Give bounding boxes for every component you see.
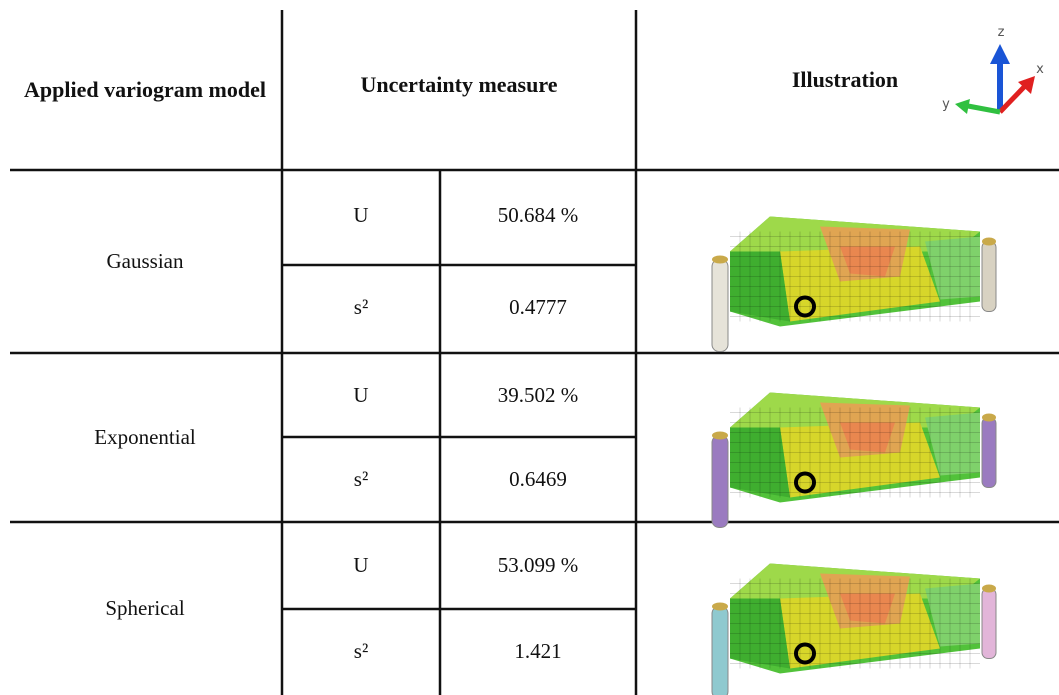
measure-name: s² — [353, 639, 369, 664]
measure-name: s² — [353, 294, 369, 319]
measure-value: 0.4777 — [509, 294, 567, 319]
model-cell: Gaussian — [106, 249, 184, 273]
illustration — [711, 216, 997, 352]
axis-icon: z x y — [942, 25, 1044, 115]
illustration — [711, 392, 997, 528]
measure-value: 1.421 — [514, 639, 562, 664]
model-cell: Exponential — [94, 425, 196, 449]
measure-value: 53.099 % — [497, 552, 579, 577]
axis-label: y — [942, 97, 950, 112]
measure-value: 0.6469 — [509, 467, 567, 492]
axis-label: x — [1036, 62, 1044, 77]
illustration — [711, 563, 997, 695]
table-lines — [10, 10, 1059, 695]
axis-label: z — [998, 25, 1005, 40]
header-cell: Applied variogram model — [24, 77, 266, 102]
measure-name: U — [353, 203, 369, 228]
measure-name: U — [353, 382, 369, 407]
header-cell: Uncertainty measure — [360, 72, 558, 97]
model-cell: Spherical — [105, 596, 185, 620]
measure-value: 39.502 % — [497, 382, 579, 407]
measure-name: U — [353, 552, 369, 577]
header-cell: Illustration — [791, 67, 899, 92]
measure-value: 50.684 % — [497, 203, 579, 228]
measure-name: s² — [353, 467, 369, 492]
